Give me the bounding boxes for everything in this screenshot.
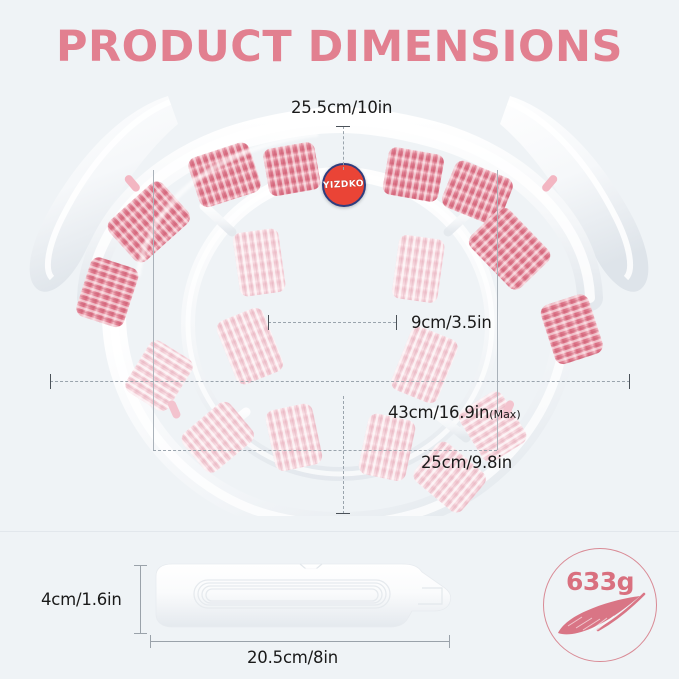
max-width-value: 43cm/16.9in — [388, 403, 490, 422]
guide-line-top-center — [343, 126, 344, 170]
product-illustration — [29, 96, 649, 516]
guide-line-vertical-center — [343, 396, 344, 514]
tick-inner-left — [268, 315, 269, 330]
dimension-label-height: 25cm/9.8in — [421, 453, 512, 472]
folded-end-detail — [418, 587, 443, 605]
folded-height-cap-top — [134, 565, 147, 566]
guide-line-max-width — [50, 381, 630, 382]
max-width-suffix: (Max) — [489, 408, 521, 421]
roller-segment — [382, 147, 444, 202]
dimension-label-inner-width: 9cm/3.5in — [411, 313, 492, 332]
dimension-label-top-width: 25.5cm/10in — [291, 98, 393, 117]
tick-inner-right — [396, 315, 397, 330]
tick-max-right — [629, 374, 630, 389]
roller-segment — [413, 441, 486, 513]
roller-segment — [391, 326, 458, 404]
tick-top-center — [336, 126, 350, 127]
roller-segment — [265, 403, 323, 471]
feather-icon — [558, 592, 646, 635]
dimension-label-folded-length: 20.5cm/8in — [247, 648, 338, 667]
folded-width-cap-right — [449, 635, 450, 648]
roller-segment — [441, 160, 513, 225]
roller-segment — [540, 294, 603, 365]
pink-accent-tab — [124, 175, 558, 419]
guide-line-height-bottom — [153, 450, 497, 451]
guide-line-height-right — [497, 170, 498, 450]
roller-segment — [233, 228, 286, 297]
roller-segment — [358, 413, 416, 481]
brand-logo: YIZDKO — [322, 163, 366, 207]
dimension-label-max-width: 43cm/16.9in(Max) — [388, 403, 521, 422]
folded-body — [155, 563, 452, 628]
roller-segment — [76, 257, 139, 328]
dimension-label-folded-thickness: 4cm/1.6in — [41, 590, 122, 609]
section-divider — [0, 531, 679, 532]
folded-width-cap-left — [150, 635, 151, 648]
roller-segment — [125, 340, 193, 412]
folded-height-line — [140, 565, 141, 633]
roller-segment — [181, 401, 254, 473]
roller-segment — [216, 307, 284, 385]
main-product-stage: YIZDKO 25.5cm/10in 9cm/3.5in 43cm/16.9in… — [29, 96, 649, 516]
guide-line-height-left — [153, 170, 154, 450]
roller-segment — [263, 142, 321, 197]
tick-max-left — [50, 374, 51, 389]
weight-value: 633g — [565, 567, 635, 596]
folded-grooves — [193, 579, 391, 609]
brand-logo-text: YIZDKO — [323, 178, 365, 192]
weight-badge: 633g — [543, 548, 657, 662]
folded-height-cap-bottom — [134, 633, 147, 634]
folded-product-illustration — [155, 563, 452, 628]
roller-segment — [468, 207, 551, 290]
tick-bottom-center — [336, 513, 350, 514]
guide-line-inner-width — [268, 322, 396, 323]
roller-segment — [392, 235, 445, 303]
folded-width-line — [150, 641, 450, 642]
left-handle-arm — [29, 96, 179, 292]
page-title: PRODUCT DIMENSIONS — [56, 22, 623, 72]
roller-segment — [188, 142, 261, 208]
right-handle-arm — [500, 96, 649, 292]
